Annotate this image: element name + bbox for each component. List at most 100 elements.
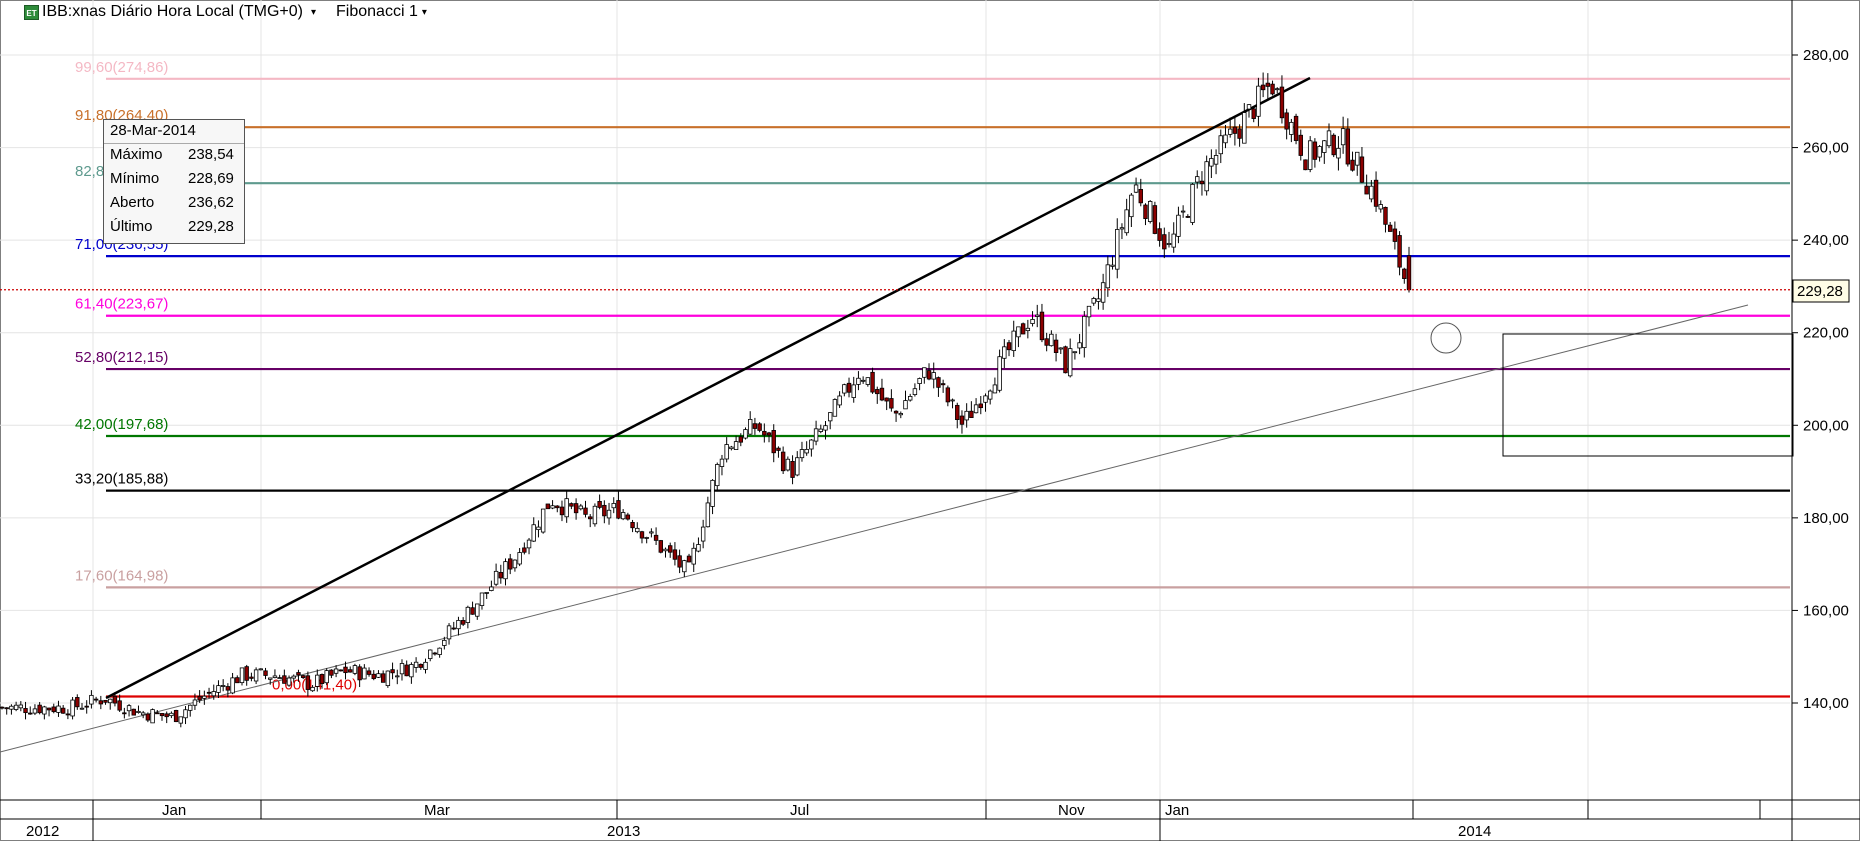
candle-body[interactable] xyxy=(65,713,71,716)
candle-body[interactable] xyxy=(1378,204,1383,210)
candle-body[interactable] xyxy=(945,387,951,403)
candle-body[interactable] xyxy=(879,387,885,401)
candle-body[interactable] xyxy=(1322,140,1327,153)
candle-body[interactable] xyxy=(348,669,353,673)
candle-body[interactable] xyxy=(399,663,405,675)
drawn-rectangle[interactable] xyxy=(1502,333,1794,457)
candle-body[interactable] xyxy=(936,377,941,388)
candle-body[interactable] xyxy=(1303,159,1308,171)
candle-body[interactable] xyxy=(555,505,560,509)
candle-body[interactable] xyxy=(1124,209,1129,234)
candle-body[interactable] xyxy=(93,698,99,701)
candle-body[interactable] xyxy=(884,397,889,402)
candle-body[interactable] xyxy=(804,448,809,454)
candle-body[interactable] xyxy=(169,712,174,717)
candle-body[interactable] xyxy=(192,699,198,706)
candle-body[interactable] xyxy=(183,709,188,719)
candle-body[interactable] xyxy=(663,548,668,552)
candle-body[interactable] xyxy=(1035,314,1040,317)
candle-body[interactable] xyxy=(536,526,541,531)
candle-body[interactable] xyxy=(649,531,654,534)
candle-body[interactable] xyxy=(550,505,555,509)
candle-body[interactable] xyxy=(1336,147,1341,159)
candle-body[interactable] xyxy=(470,607,475,615)
candle-body[interactable] xyxy=(319,674,325,684)
candle-body[interactable] xyxy=(37,704,42,714)
candle-body[interactable] xyxy=(60,707,66,714)
candle-body[interactable] xyxy=(903,400,908,410)
candle-body[interactable] xyxy=(1077,342,1082,349)
candle-body[interactable] xyxy=(122,712,127,715)
candle-body[interactable] xyxy=(620,512,626,520)
candle-body[interactable] xyxy=(362,667,367,680)
candle-body[interactable] xyxy=(1355,151,1360,166)
candle-body[interactable] xyxy=(1030,319,1035,324)
candle-body[interactable] xyxy=(451,627,456,630)
candle-body[interactable] xyxy=(522,547,527,553)
candle-body[interactable] xyxy=(1129,194,1134,218)
candle-body[interactable] xyxy=(616,500,621,519)
candle-body[interactable] xyxy=(926,370,932,380)
candle-body[interactable] xyxy=(955,404,960,420)
candle-body[interactable] xyxy=(489,586,494,591)
candle-body[interactable] xyxy=(1025,327,1031,332)
candle-body[interactable] xyxy=(1067,348,1073,377)
candle-body[interactable] xyxy=(766,432,772,436)
candle-body[interactable] xyxy=(1058,347,1063,350)
candle-body[interactable] xyxy=(611,503,616,509)
candle-body[interactable] xyxy=(286,677,292,686)
candle-body[interactable] xyxy=(1133,184,1139,193)
candle-body[interactable] xyxy=(795,457,800,476)
symbol-selector[interactable]: IBB:xnas Diário Hora Local (TMG+0) xyxy=(42,3,303,20)
candle-body[interactable] xyxy=(987,390,993,400)
candle-body[interactable] xyxy=(653,534,659,541)
candle-body[interactable] xyxy=(540,508,546,533)
candle-body[interactable] xyxy=(291,675,296,679)
candle-body[interactable] xyxy=(32,708,38,714)
candle-body[interactable] xyxy=(423,661,428,670)
study-selector[interactable]: Fibonacci 1 xyxy=(336,3,418,20)
candle-body[interactable] xyxy=(1359,156,1365,183)
candle-body[interactable] xyxy=(296,672,301,676)
candle-body[interactable] xyxy=(310,686,315,692)
candle-body[interactable] xyxy=(446,625,452,640)
candle-body[interactable] xyxy=(630,522,635,529)
candle-body[interactable] xyxy=(1049,333,1054,347)
candle-body[interactable] xyxy=(757,423,762,431)
candle-body[interactable] xyxy=(150,709,155,724)
candle-body[interactable] xyxy=(136,710,141,713)
candle-body[interactable] xyxy=(889,398,894,409)
candle-body[interactable] xyxy=(809,439,814,450)
candle-body[interactable] xyxy=(244,666,249,681)
candle-body[interactable] xyxy=(1152,205,1158,234)
candle-body[interactable] xyxy=(1138,188,1143,204)
candle-body[interactable] xyxy=(508,558,513,570)
candle-body[interactable] xyxy=(912,388,918,396)
candle-body[interactable] xyxy=(503,561,508,580)
candle-body[interactable] xyxy=(837,395,842,406)
candle-body[interactable] xyxy=(842,384,847,394)
candle-body[interactable] xyxy=(719,458,725,467)
candle-body[interactable] xyxy=(18,704,24,709)
candle-body[interactable] xyxy=(700,526,706,542)
candle-body[interactable] xyxy=(395,675,400,678)
candle-body[interactable] xyxy=(922,367,927,378)
candle-body[interactable] xyxy=(239,667,245,684)
candle-body[interactable] xyxy=(70,699,75,717)
candle-body[interactable] xyxy=(0,706,5,709)
candle-body[interactable] xyxy=(23,708,28,714)
candle-body[interactable] xyxy=(856,377,861,385)
candle-body[interactable] xyxy=(197,695,202,701)
candle-body[interactable] xyxy=(1218,135,1223,155)
candle-body[interactable] xyxy=(409,664,414,678)
candle-body[interactable] xyxy=(1251,108,1256,119)
candle-body[interactable] xyxy=(108,698,113,704)
cursor-circle[interactable] xyxy=(1430,322,1462,354)
candle-body[interactable] xyxy=(253,669,259,682)
candle-body[interactable] xyxy=(917,378,922,384)
candle-body[interactable] xyxy=(639,531,645,539)
candle-body[interactable] xyxy=(315,674,320,687)
candle-body[interactable] xyxy=(517,552,522,565)
candle-body[interactable] xyxy=(1307,140,1313,170)
candle-body[interactable] xyxy=(865,377,871,385)
